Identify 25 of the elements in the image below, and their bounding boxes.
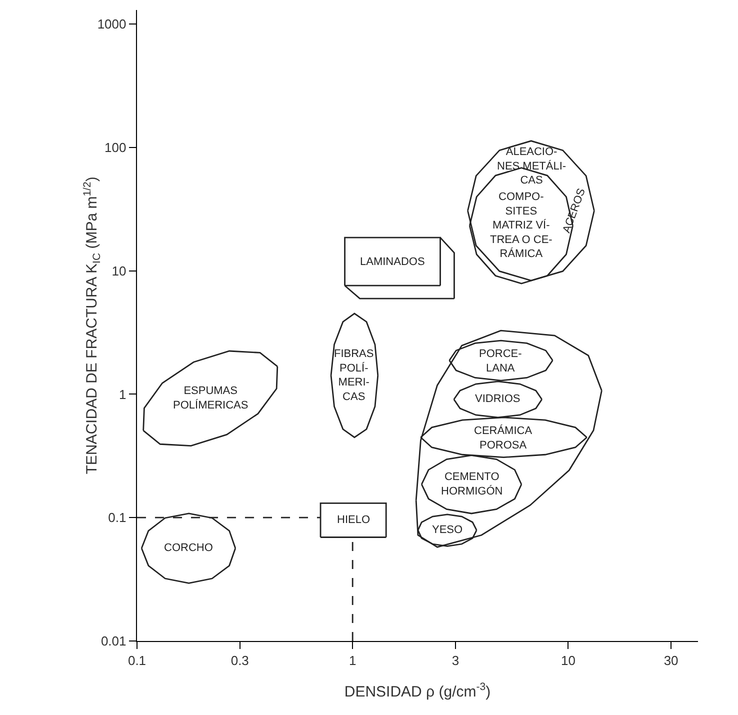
y-tick-label: 0.1 bbox=[108, 510, 126, 526]
series-label: PORCE- LANA bbox=[479, 348, 522, 374]
annotation: ALEACIO- NES METÁLI- CAS bbox=[497, 146, 566, 187]
x-tick-label: 10 bbox=[560, 652, 576, 668]
series-label: CORCHO bbox=[164, 542, 214, 554]
series-label: CEMENTO HORMIGÓN bbox=[441, 471, 503, 498]
x-tick-label: 0.1 bbox=[128, 652, 146, 668]
series-label: CERÁMICA POROSA bbox=[474, 424, 533, 452]
y-tick-label: 100 bbox=[104, 140, 126, 155]
series-label: FIBRAS POLÍ- MERI- CAS bbox=[334, 348, 374, 403]
series-label: COMPO- SITES MATRIZ VÍ- TREA O CE- RÁMICA bbox=[490, 191, 553, 260]
y-tick-label: 1000 bbox=[97, 16, 126, 32]
series-label: YESO bbox=[432, 524, 464, 536]
series-label: ESPUMAS POLÍMERICAS bbox=[173, 385, 248, 412]
x-axis-title: DENSIDAD ρ (g/cm$^{-3}$) bbox=[344, 681, 491, 700]
x-tick-label: 1 bbox=[348, 652, 356, 668]
series-label: LAMINADOS bbox=[360, 256, 425, 268]
y-tick-label: 10 bbox=[112, 263, 126, 278]
y-tick-label: 0.01 bbox=[100, 634, 126, 649]
series-label: HIELO bbox=[337, 514, 370, 526]
x-tick-label: 0.3 bbox=[230, 652, 249, 668]
x-tick-label: 30 bbox=[664, 652, 678, 668]
y-tick-label: 1 bbox=[119, 386, 126, 402]
x-tick-label: 3 bbox=[452, 652, 460, 668]
series-label: VIDRIOS bbox=[475, 393, 520, 405]
